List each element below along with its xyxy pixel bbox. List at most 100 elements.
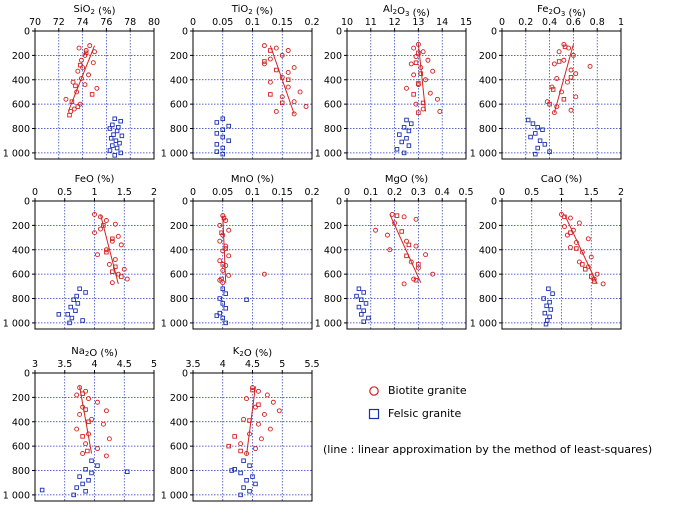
- data-point: [547, 299, 552, 305]
- x-tick-label: 0.2: [304, 17, 319, 28]
- data-point: [399, 139, 404, 145]
- data-point: [285, 77, 291, 83]
- data-point: [95, 446, 100, 452]
- y-tick-label: 800: [479, 124, 497, 135]
- data-point: [253, 481, 258, 487]
- x-tick-label: 0.5: [524, 187, 539, 198]
- data-point: [220, 286, 225, 292]
- data-point: [588, 254, 594, 260]
- y-tick-label: 200: [479, 51, 497, 62]
- data-point: [223, 306, 228, 311]
- y-tick-label: 800: [12, 294, 30, 305]
- data-point: [115, 271, 121, 277]
- y-tick-label: 800: [170, 124, 188, 135]
- x-tick-label: 0.1: [245, 187, 260, 198]
- x-tick-label: 1.5: [584, 187, 599, 198]
- data-point: [214, 120, 220, 125]
- data-point: [361, 319, 366, 324]
- data-point: [262, 59, 267, 64]
- data-point: [247, 488, 252, 494]
- data-point: [591, 276, 597, 282]
- data-point: [75, 104, 81, 109]
- data-point: [413, 54, 419, 60]
- data-point: [89, 458, 94, 464]
- data-point: [219, 230, 224, 235]
- data-point: [74, 89, 80, 95]
- data-point: [83, 488, 88, 494]
- data-point: [78, 76, 84, 81]
- x-tick-label: 0: [190, 187, 196, 198]
- data-point: [68, 304, 73, 310]
- data-point: [423, 252, 428, 258]
- data-point: [77, 385, 83, 391]
- legend-biotite-label: Biotite granite: [388, 384, 467, 397]
- y-tick-label: 600: [479, 270, 497, 281]
- data-point: [238, 441, 244, 447]
- data-point: [229, 468, 234, 473]
- data-point: [559, 211, 564, 217]
- x-tick-label: 76: [100, 17, 112, 28]
- panel-10: 3.5 4 4.5 5 5.5 0 200 400 600 800 1 000 K2O (%): [161, 346, 320, 502]
- data-point: [67, 320, 72, 326]
- data-point: [223, 246, 228, 251]
- data-point: [238, 448, 243, 454]
- data-point: [71, 492, 76, 498]
- data-point: [214, 142, 220, 147]
- data-point: [291, 65, 297, 71]
- data-point: [583, 267, 588, 272]
- data-point: [226, 138, 231, 143]
- data-point: [110, 122, 115, 128]
- y-tick-label: 200: [479, 221, 497, 232]
- data-point: [273, 45, 279, 51]
- data-point: [363, 301, 369, 306]
- y-tick-label: 400: [324, 245, 342, 256]
- data-point: [86, 396, 92, 402]
- data-point: [273, 109, 279, 114]
- data-point: [570, 52, 576, 58]
- data-point: [76, 45, 82, 51]
- data-point: [112, 116, 117, 122]
- x-tick-label: 0.3: [411, 187, 426, 198]
- y-tick-label: 600: [170, 270, 188, 281]
- data-point: [430, 271, 436, 277]
- data-point: [535, 145, 540, 151]
- fit-line: [99, 214, 119, 285]
- y-tick-label: 600: [170, 100, 188, 111]
- y-tick-label: 400: [170, 245, 188, 256]
- x-tick-label: 70: [29, 17, 41, 28]
- data-point: [537, 138, 543, 143]
- y-tick-label: 600: [324, 270, 342, 281]
- data-point: [548, 307, 554, 312]
- x-tick-label: 5: [151, 359, 157, 370]
- data-point: [550, 291, 555, 296]
- data-point: [418, 71, 424, 76]
- data-point: [217, 310, 223, 316]
- data-point: [214, 313, 220, 318]
- data-point: [568, 107, 574, 113]
- data-point: [576, 259, 582, 265]
- data-point: [420, 106, 426, 112]
- data-point: [244, 297, 249, 302]
- data-point: [244, 451, 250, 456]
- panel-title: Na2O (%): [71, 346, 118, 359]
- y-tick-label: 400: [324, 75, 342, 86]
- data-point: [547, 314, 552, 320]
- y-tick-label: 0: [24, 369, 30, 380]
- y-tick-label: 400: [479, 75, 497, 86]
- legend-biotite: Biotite granite: [368, 384, 467, 397]
- data-point: [124, 469, 130, 474]
- data-point: [226, 253, 232, 259]
- data-point: [406, 128, 412, 134]
- data-point: [394, 213, 400, 218]
- y-tick-label: 800: [479, 294, 497, 305]
- x-tick-label: 0: [344, 187, 350, 198]
- x-tick-label: 0.1: [245, 17, 260, 28]
- data-point: [238, 492, 243, 498]
- data-point: [366, 315, 371, 321]
- y-tick-label: 400: [12, 75, 30, 86]
- y-tick-label: 200: [170, 221, 188, 232]
- data-point: [554, 76, 560, 81]
- x-tick-label: 0.5: [458, 187, 473, 198]
- data-point: [86, 478, 91, 483]
- plot-frame: [346, 200, 467, 330]
